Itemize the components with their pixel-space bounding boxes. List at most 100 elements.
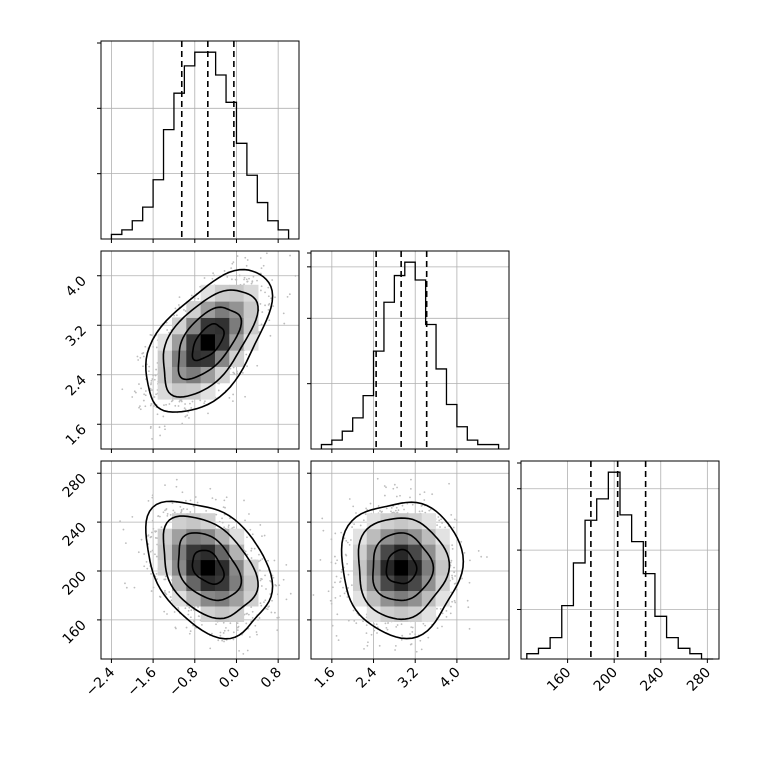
density-p1-p3-density-cell <box>186 528 202 545</box>
density-p2-p3-point <box>343 537 346 539</box>
density-p1-p3-point <box>267 559 269 562</box>
hist-param2-bar <box>405 262 415 449</box>
density-p2-p3-point <box>378 644 381 647</box>
density-p2-p3-point <box>385 507 388 510</box>
density-p2-p3-point <box>319 559 322 561</box>
hist-param2-bar <box>363 396 373 449</box>
density-p1-p2-point <box>230 267 233 270</box>
density-p2-p3-point <box>312 594 315 596</box>
density-p2-p3-point <box>339 580 342 583</box>
density-p1-p3-point <box>268 605 270 608</box>
density-p1-p2-point <box>162 415 165 418</box>
density-p1-p3-point <box>154 553 156 556</box>
density-p1-p2-point <box>144 394 147 397</box>
density-p1-p3-point <box>246 649 249 652</box>
density-p2-p3-point <box>438 519 441 522</box>
density-p1-p2-point <box>243 283 245 286</box>
density-p2-p3-point <box>387 622 389 625</box>
density-p1-p3-density-cell <box>243 575 259 592</box>
density-p1-p2-point <box>245 278 248 281</box>
density-p2-p3-point <box>350 584 353 587</box>
density-p2-p3-point <box>455 519 458 522</box>
density-p1-p2-point <box>236 370 238 373</box>
density-p1-p2-point <box>188 417 190 419</box>
density-p1-p2-point <box>189 402 191 405</box>
density-p1-p3-point <box>274 583 277 586</box>
density-p2-p3-point <box>352 505 355 508</box>
density-p2-p3-point <box>449 612 452 615</box>
density-p1-p3-point <box>196 501 199 504</box>
density-p1-p2-density-cell <box>243 284 259 302</box>
param3-xtick-label: 240 <box>637 665 667 695</box>
density-p1-p2-point <box>150 334 153 337</box>
density-p1-p3-point <box>197 615 200 618</box>
density-p2-p3-point <box>450 591 453 594</box>
density-p1-p3-point <box>265 607 268 610</box>
density-p1-p2-point <box>153 405 156 407</box>
density-p2-p3-density-cell <box>394 528 409 545</box>
density-p1-p3-point <box>221 521 224 524</box>
density-p1-p2-point <box>184 310 187 312</box>
hist-param1-frame <box>100 40 300 240</box>
density-p1-p2-point <box>138 406 140 409</box>
density-p1-p3-contour <box>162 515 259 620</box>
density-p1-p2-density-cell <box>229 333 245 351</box>
density-p1-p3-point <box>261 558 264 560</box>
density-p2-p3-point <box>419 639 422 642</box>
density-p2-p3-point <box>453 571 456 574</box>
density-p1-p2-point <box>178 296 181 299</box>
density-p1-p2-point <box>180 399 183 402</box>
density-p1-p2-density-cell <box>171 382 187 400</box>
density-p1-p3-point <box>169 513 172 516</box>
density-p2-p3-point <box>384 622 387 625</box>
density-p1-p3-point <box>197 606 199 608</box>
density-p1-p3-density-cell <box>157 528 173 545</box>
density-p1-p3-point <box>152 527 155 530</box>
density-p1-p3-point <box>214 498 217 501</box>
density-p2-p3-point <box>370 633 373 636</box>
hist-param3-bar <box>632 542 644 659</box>
density-p1-p2-point <box>144 345 147 348</box>
density-p1-p2-point <box>267 295 270 298</box>
density-p1-p2-point <box>177 304 180 306</box>
density-p1-p3-point <box>149 536 152 539</box>
hist-param2-bar <box>353 418 363 449</box>
density-p1-p2-point <box>259 303 262 305</box>
density-p2-p3-point <box>451 600 454 603</box>
density-p1-p3-point <box>133 586 136 589</box>
param3-ytick-label: 200 <box>60 569 90 599</box>
density-p1-p2-point <box>231 400 234 402</box>
hist-param1-bar <box>226 102 236 239</box>
density-p2-p3-point <box>454 601 457 604</box>
density-p2-p3-point <box>414 633 417 636</box>
frames-layer <box>100 40 720 660</box>
density-p2-p3-point <box>441 612 444 615</box>
density-p1-p3-density-cell <box>186 559 202 576</box>
density-p1-p3-density-cell <box>171 528 187 545</box>
density-p1-p3-point <box>205 509 208 512</box>
density-p1-p2-point <box>260 289 262 292</box>
density-p2-p3-point <box>441 522 444 524</box>
hist-param2-bar <box>436 369 446 449</box>
density-p2-p3-point <box>343 592 346 595</box>
param2-ytick-label: 4.0 <box>63 273 90 300</box>
density-p1-p2-point <box>267 286 270 289</box>
hist-param3-frame <box>520 460 720 660</box>
param2-xtick-label: 2.4 <box>353 664 380 691</box>
density-p1-p2-point <box>264 291 266 294</box>
density-p2-p3-density-cell <box>394 590 409 607</box>
density-p1-p3-point <box>151 494 154 497</box>
density-p1-p3-point <box>164 578 167 581</box>
density-p2-p3-density-cell <box>380 544 395 561</box>
density-p1-p2-point <box>168 403 171 405</box>
density-p2-p3-point <box>424 511 427 514</box>
density-p1-p3-point <box>221 639 224 642</box>
density-p1-p2-point <box>229 367 232 370</box>
density-p1-p3-density-cell <box>171 575 187 592</box>
density-p1-p3-point <box>285 563 288 566</box>
density-p2-p3-point <box>393 483 396 486</box>
density-p2-p3-point <box>400 623 403 626</box>
density-p1-p3-point <box>163 610 166 613</box>
density-p1-p2-point <box>150 382 153 384</box>
density-p1-p2-point <box>131 396 134 398</box>
